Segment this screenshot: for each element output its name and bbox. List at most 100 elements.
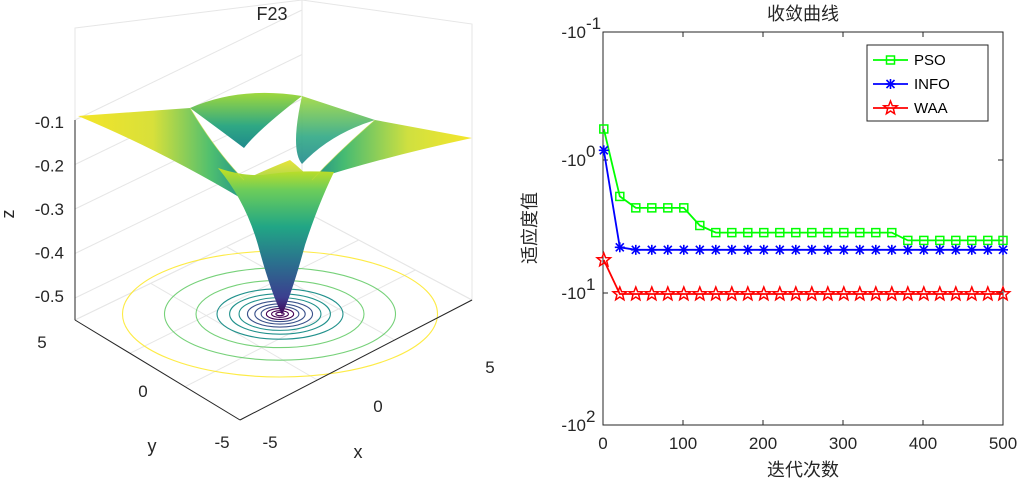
info-marker xyxy=(662,244,673,255)
pso-marker xyxy=(839,227,849,238)
pso-marker xyxy=(727,227,737,238)
waa-marker xyxy=(963,284,981,302)
info-marker xyxy=(854,244,865,255)
waa-marker xyxy=(675,284,693,302)
y-tick-label: -10 xyxy=(561,284,586,303)
pso-marker xyxy=(998,235,1008,246)
pso-marker xyxy=(871,227,881,238)
pso-marker xyxy=(983,235,993,246)
pso-marker xyxy=(599,124,609,134)
pso-marker xyxy=(679,203,689,213)
waa-marker xyxy=(739,284,757,302)
y-tick-label: -10 xyxy=(561,416,586,435)
y-tick-exponent: 2 xyxy=(586,407,595,426)
pso-marker xyxy=(855,227,865,238)
waa-marker xyxy=(915,284,933,302)
z-tick-label: -0.1 xyxy=(35,113,64,132)
y-tick-neg5: -5 xyxy=(214,433,229,452)
convergence-plot-panel: -10 -1-10 0-10 1-10 2 0 100 200 300 400 500 PSOIN… xyxy=(520,4,1017,480)
info-marker xyxy=(694,244,705,255)
pso-marker xyxy=(695,220,705,231)
y-tick-exponent: -1 xyxy=(586,14,601,33)
info-marker xyxy=(806,244,817,255)
waa-marker xyxy=(611,284,629,302)
surface-right-sheet xyxy=(312,120,472,180)
waa-marker xyxy=(867,284,885,302)
waa-marker xyxy=(931,284,949,302)
info-marker xyxy=(982,244,993,255)
surface-back-right xyxy=(296,96,375,164)
y-tick-exponent: 1 xyxy=(586,275,595,294)
info-marker xyxy=(790,244,801,255)
waa-marker xyxy=(707,284,725,302)
waa-marker xyxy=(659,284,677,302)
legend: PSO INFO WAA xyxy=(866,44,989,122)
surface-axes xyxy=(74,120,473,421)
waa-marker xyxy=(835,284,853,302)
convergence-title: 收敛曲线 xyxy=(767,4,839,24)
x-tick-label: 400 xyxy=(909,434,937,453)
surface-back-rim xyxy=(190,92,302,148)
waa-marker xyxy=(883,284,901,302)
pso-marker xyxy=(967,235,977,246)
pso-marker xyxy=(791,227,801,238)
x-tick-0: 0 xyxy=(373,397,382,416)
x-tick-labels: 0 100 200 300 400 500 xyxy=(598,32,1017,453)
surface-funnel xyxy=(218,168,334,315)
waa-marker xyxy=(819,284,837,302)
pso-marker xyxy=(615,191,625,202)
z-tick-label: -0.5 xyxy=(35,287,64,306)
pso-marker xyxy=(743,227,753,238)
surface-left-sheet xyxy=(78,108,244,200)
info-marker xyxy=(998,244,1008,255)
info-marker xyxy=(886,244,897,255)
z-tick-label: -0.2 xyxy=(35,157,64,176)
x-axis-label-iterations: 迭代次数 xyxy=(767,460,839,480)
info-marker xyxy=(758,244,769,255)
waa-marker xyxy=(691,284,709,302)
info-marker xyxy=(630,244,641,255)
x-tick-neg5: -5 xyxy=(262,433,277,452)
surface-mesh xyxy=(78,92,472,315)
waa-marker xyxy=(851,284,869,302)
pso-marker xyxy=(647,203,657,213)
pso-marker xyxy=(711,227,721,238)
pso-marker xyxy=(903,235,913,246)
info-marker xyxy=(710,244,721,255)
series-layer xyxy=(595,124,1012,302)
series-line-waa xyxy=(602,259,1003,295)
waa-marker xyxy=(755,284,773,302)
x-tick-label: 300 xyxy=(829,434,857,453)
pso-marker xyxy=(919,235,929,246)
info-marker xyxy=(918,244,929,255)
waa-marker xyxy=(899,284,917,302)
z-axis-label: z xyxy=(0,210,18,219)
legend-label-info: INFO xyxy=(914,76,950,93)
info-marker xyxy=(950,244,961,255)
surface-title: F23 xyxy=(256,4,287,24)
info-marker xyxy=(742,244,753,255)
info-marker xyxy=(838,244,849,255)
x-tick-label: 0 xyxy=(598,434,607,453)
pso-marker xyxy=(807,227,817,238)
waa-marker xyxy=(979,284,997,302)
y-tick-label: -10 xyxy=(561,151,586,170)
waa-marker xyxy=(881,98,900,116)
z-tick-labels: -0.1 -0.2 -0.3 -0.4 -0.5 xyxy=(35,113,64,306)
y-tick-exponent: 0 xyxy=(586,142,595,161)
waa-marker xyxy=(771,284,789,302)
waa-marker xyxy=(643,284,661,302)
contour-ring xyxy=(275,311,285,317)
waa-marker xyxy=(627,284,645,302)
contour-ring xyxy=(271,310,289,318)
x-tick-5: 5 xyxy=(485,358,494,377)
pso-marker xyxy=(823,227,833,238)
pso-marker xyxy=(885,55,896,65)
info-marker xyxy=(646,244,657,255)
info-marker xyxy=(822,244,833,255)
y-tick-labels: -10 -1-10 0-10 1-10 2 xyxy=(561,14,1003,435)
pso-marker xyxy=(631,203,641,213)
x-tick-label: 500 xyxy=(989,434,1017,453)
info-marker xyxy=(726,244,737,255)
